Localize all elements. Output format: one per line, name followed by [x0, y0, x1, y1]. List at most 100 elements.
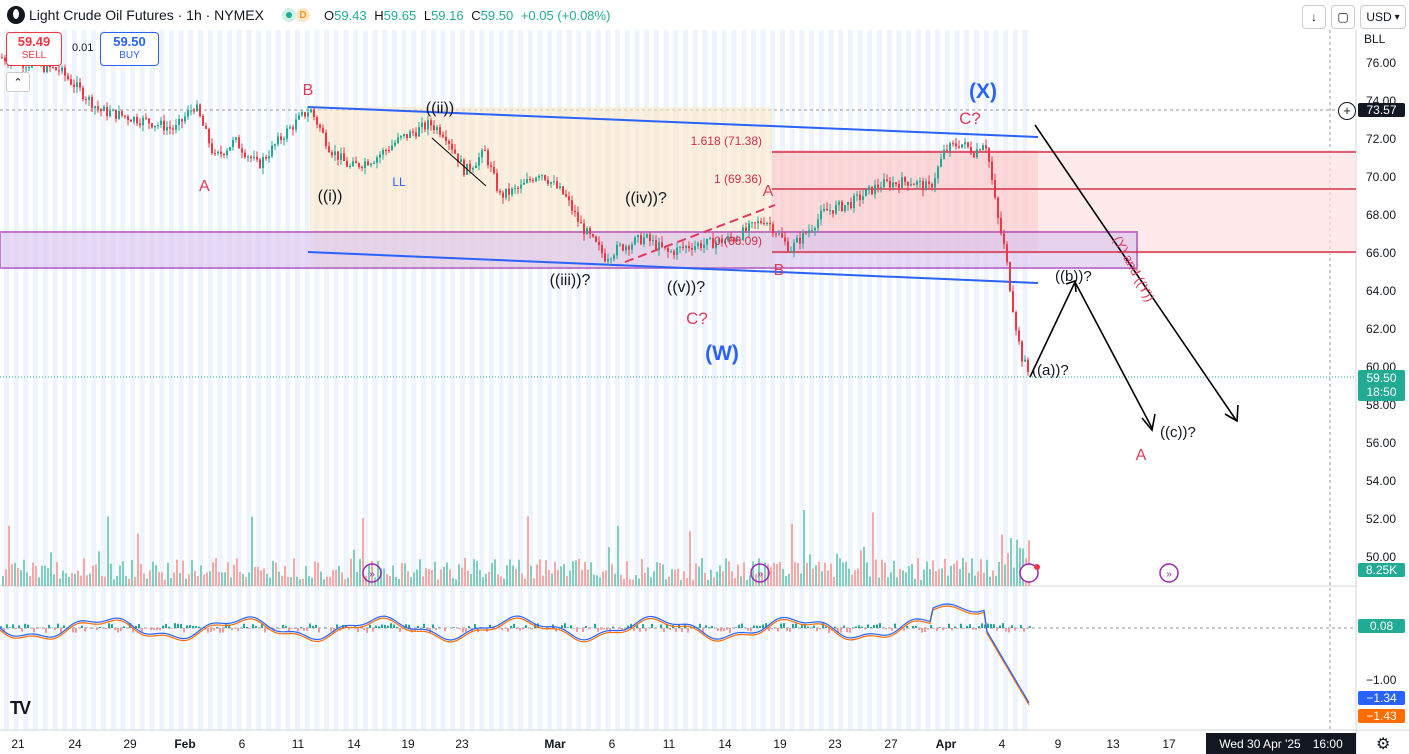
session-stripe — [1022, 30, 1028, 730]
volume-bar — [434, 561, 436, 586]
download-icon[interactable]: ↓ — [1302, 5, 1326, 29]
volume-bar — [2, 575, 4, 586]
candle — [457, 153, 459, 163]
macd-histogram-bar — [363, 628, 365, 631]
wave-label-c2: C? — [959, 109, 981, 128]
sell-button[interactable]: 59.49 SELL — [6, 32, 62, 66]
candle — [76, 82, 78, 88]
volume-bar — [458, 564, 460, 586]
candle — [616, 244, 618, 256]
macd-histogram-bar — [759, 625, 761, 628]
session-stripe — [663, 30, 669, 730]
session-stripe — [1003, 30, 1009, 730]
add-alert-icon[interactable]: + — [1338, 102, 1356, 120]
wave-label-b: B — [303, 82, 314, 99]
macd-histogram-bar — [918, 628, 920, 630]
collapse-chevron-icon[interactable]: ⌃ — [6, 72, 30, 92]
macd-histogram-bar — [159, 628, 161, 631]
volume-bar — [941, 568, 943, 586]
volume-bar — [20, 569, 22, 586]
volume-bar — [149, 570, 151, 586]
volume-bar — [962, 558, 964, 586]
macd-histogram-bar — [858, 625, 860, 628]
market-status[interactable]: D — [281, 8, 310, 22]
volume-bar — [461, 567, 463, 586]
price-tick-label: 62.00 — [1366, 322, 1397, 336]
economic-event-icon[interactable] — [362, 563, 382, 583]
price-tick-label: 72.00 — [1366, 132, 1397, 146]
fib-label-1618: 1.618 (71.38) — [691, 134, 762, 148]
candle — [238, 137, 240, 149]
macd-histogram-bar — [345, 625, 347, 628]
candle — [979, 149, 981, 151]
volume-bar — [977, 571, 979, 586]
macd-histogram-bar — [513, 623, 515, 628]
macd-histogram-bar — [600, 628, 602, 630]
economic-event-icon[interactable] — [750, 563, 770, 583]
candle — [775, 233, 777, 235]
volume-bar — [413, 572, 415, 586]
volume-bar — [230, 577, 232, 586]
macd-histogram-bar — [645, 628, 647, 632]
time-tick-label: 14 — [347, 737, 361, 751]
macd-histogram-bar — [801, 624, 803, 628]
volume-bar — [737, 564, 739, 586]
projection-y-line — [1034, 124, 1237, 421]
macd-histogram-bar — [747, 628, 749, 631]
candle — [58, 70, 60, 72]
macd-histogram-bar — [432, 624, 434, 628]
candle — [64, 67, 66, 76]
macd-histogram-bar — [237, 628, 239, 632]
macd-histogram-bar — [738, 624, 740, 628]
volume-bar — [863, 546, 865, 586]
volume-bar — [218, 572, 220, 586]
unit-select[interactable]: BLL — [1364, 32, 1386, 46]
channel-lower-line — [307, 251, 1039, 284]
wave-label-c-sub: ((c))? — [1160, 424, 1196, 441]
macd-histogram-bar — [294, 628, 296, 629]
currency-select[interactable]: USD ▾ — [1360, 5, 1406, 29]
volume-bar — [767, 563, 769, 586]
price-tick-label: 66.00 — [1366, 246, 1397, 260]
volume-bar — [233, 564, 235, 586]
session-stripe — [198, 30, 203, 730]
candle — [874, 184, 876, 195]
volume-bar — [407, 571, 409, 586]
candle — [685, 246, 687, 248]
candle — [700, 243, 702, 249]
candle — [673, 251, 675, 256]
wave-label-a2: A — [763, 183, 774, 200]
buy-button[interactable]: 59.50 BUY — [100, 32, 159, 66]
flash-event-icon[interactable] — [1019, 563, 1039, 583]
macd-histogram-bar — [291, 628, 293, 629]
volume-bar — [419, 559, 421, 586]
volume-bar — [446, 562, 448, 586]
gear-icon[interactable]: ⚙ — [1376, 736, 1391, 753]
time-tick-label: 6 — [238, 737, 246, 751]
candle — [658, 242, 660, 250]
macd-histogram-bar — [903, 628, 905, 632]
session-stripe — [799, 30, 805, 730]
candle — [793, 242, 795, 251]
layout-icon[interactable]: ▢ — [1331, 5, 1355, 29]
session-stripe — [673, 30, 679, 730]
volume-bar — [335, 569, 337, 586]
macd-histogram-bar — [750, 628, 752, 632]
candle — [991, 161, 993, 181]
candle — [1015, 311, 1017, 331]
volume-bar — [341, 572, 343, 586]
macd-histogram-bar — [939, 627, 941, 628]
candle — [682, 246, 684, 248]
volume-bar — [911, 563, 913, 586]
candle — [871, 186, 873, 195]
macd-histogram-bar — [984, 624, 986, 628]
economic-event-icon[interactable] — [1159, 563, 1179, 583]
candle — [406, 134, 408, 138]
macd-histogram-bar — [1026, 628, 1028, 629]
symbol-title[interactable]: Light Crude Oil Futures · 1h · NYMEX — [29, 7, 264, 23]
wave-label-x: (X) — [969, 80, 997, 103]
price-tick-label: 64.00 — [1366, 284, 1397, 298]
volume-bar — [647, 567, 649, 586]
candle — [763, 223, 765, 225]
